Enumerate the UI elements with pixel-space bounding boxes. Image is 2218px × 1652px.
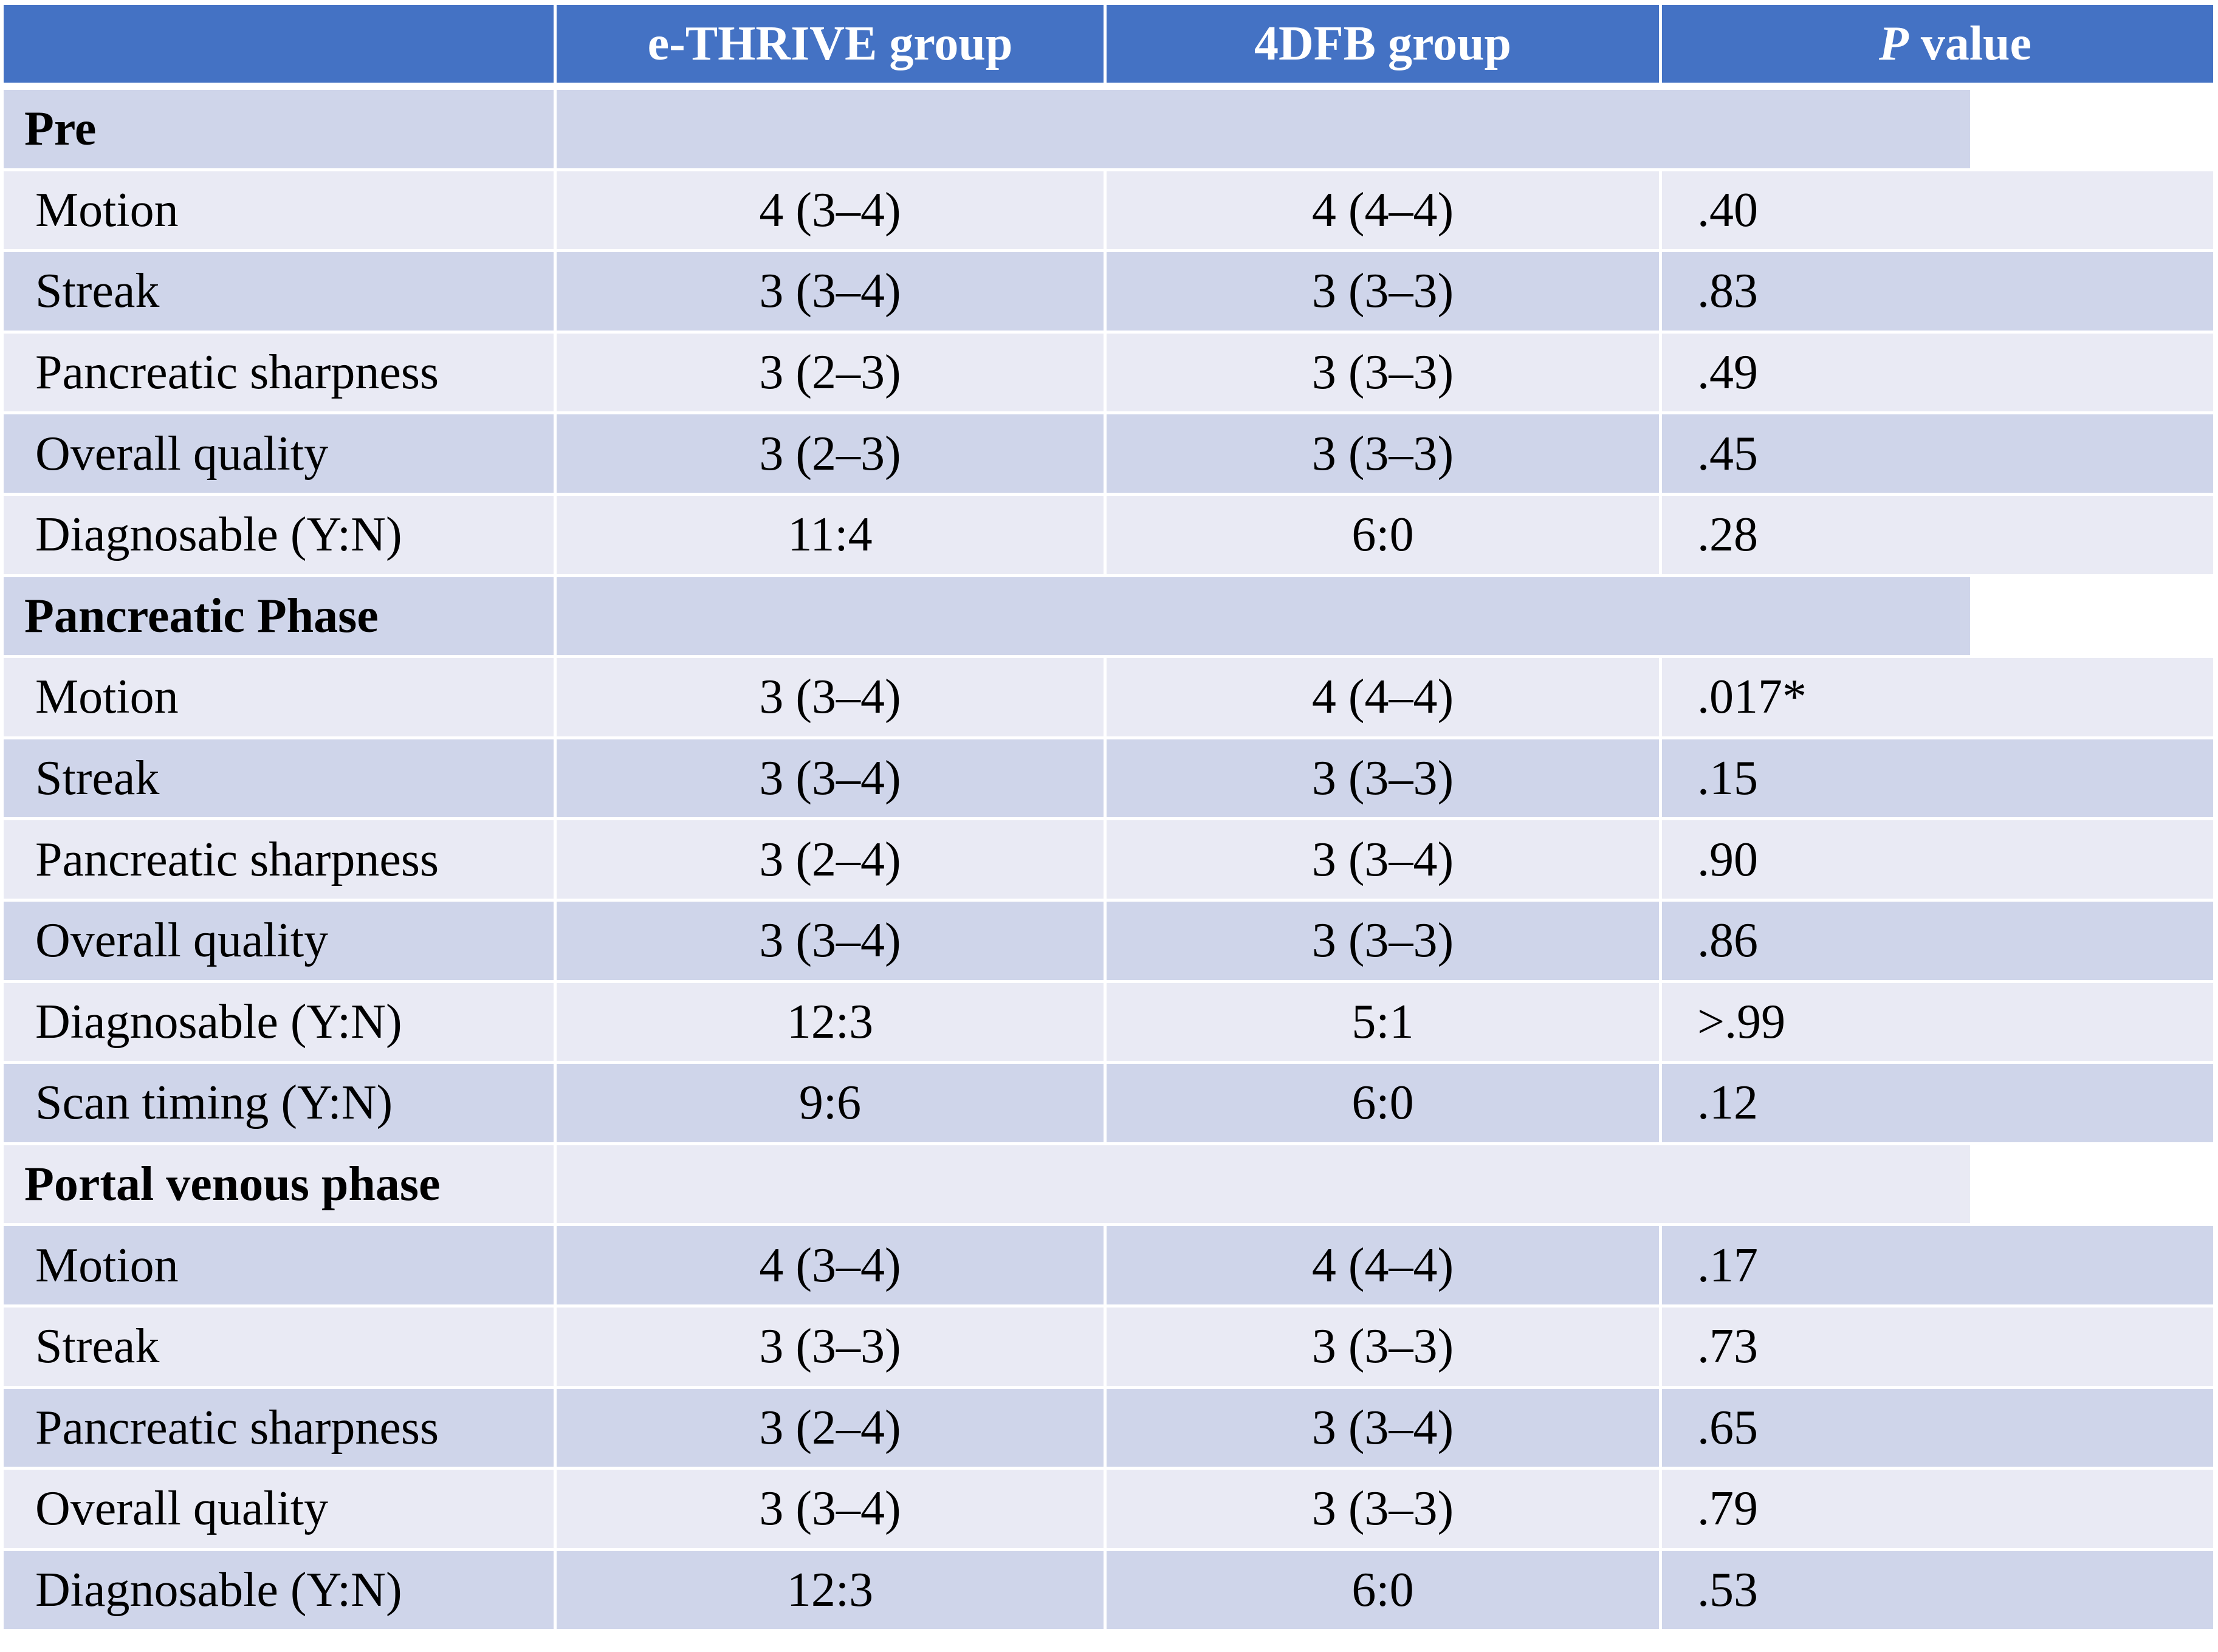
row-label: Diagnosable (Y:N) (4, 1551, 554, 1630)
table-row: Streak 3 (3–4) 3 (3–3) .15 (4, 739, 2213, 818)
dfb-value: 6:0 (1107, 1064, 1659, 1142)
ethrive-value: 3 (3–4) (557, 1470, 1104, 1548)
p-value: >.99 (1662, 982, 2213, 1061)
ethrive-value: 12:3 (557, 982, 1104, 1061)
table-row: Diagnosable (Y:N) 11:4 6:0 .28 (4, 495, 2213, 574)
row-label: Diagnosable (Y:N) (4, 982, 554, 1061)
dfb-value: 4 (4–4) (1107, 658, 1659, 736)
section-row: Pre (4, 90, 2213, 168)
p-value: .17 (1662, 1226, 2213, 1304)
table-row: Overall quality 3 (3–4) 3 (3–3) .79 (4, 1470, 2213, 1548)
table-row: Pancreatic sharpness 3 (2–4) 3 (3–4) .65 (4, 1388, 2213, 1467)
p-value: .53 (1662, 1551, 2213, 1630)
table-body: Pre Motion 4 (3–4) 4 (4–4) .40 Streak 3 … (4, 90, 2213, 1630)
ethrive-value: 3 (3–4) (557, 658, 1104, 736)
p-value: .83 (1662, 252, 2213, 331)
row-label: Scan timing (Y:N) (4, 1064, 554, 1142)
dfb-value: 3 (3–3) (1107, 739, 1659, 818)
dfb-value: 3 (3–3) (1107, 252, 1659, 331)
section-empty-cell (557, 90, 1970, 168)
row-label: Streak (4, 739, 554, 818)
ethrive-value: 3 (2–4) (557, 820, 1104, 899)
ethrive-value: 3 (2–4) (557, 1388, 1104, 1467)
section-empty-cell (557, 1145, 1970, 1224)
p-value-italic-letter: P (1878, 17, 1909, 70)
dfb-value: 3 (3–3) (1107, 901, 1659, 980)
row-label: Overall quality (4, 901, 554, 980)
section-row: Portal venous phase (4, 1145, 2213, 1224)
section-label: Portal venous phase (4, 1145, 554, 1224)
header-blank-cell (4, 5, 554, 83)
dfb-value: 3 (3–3) (1107, 1470, 1659, 1548)
dfb-value: 4 (4–4) (1107, 171, 1659, 250)
row-label: Motion (4, 1226, 554, 1304)
ethrive-value: 11:4 (557, 495, 1104, 574)
ethrive-value: 9:6 (557, 1064, 1104, 1142)
dfb-value: 3 (3–4) (1107, 820, 1659, 899)
row-label: Pancreatic sharpness (4, 1388, 554, 1467)
row-label: Pancreatic sharpness (4, 820, 554, 899)
header-p-value: P value (1662, 5, 2213, 83)
p-value-rest: value (1908, 17, 2032, 70)
p-value: .15 (1662, 739, 2213, 818)
ethrive-value: 3 (2–3) (557, 414, 1104, 493)
row-label: Motion (4, 171, 554, 250)
table-row: Motion 3 (3–4) 4 (4–4) .017* (4, 658, 2213, 736)
table-row: Pancreatic sharpness 3 (2–4) 3 (3–4) .90 (4, 820, 2213, 899)
header-ethrive-group: e-THRIVE group (557, 5, 1104, 83)
section-label: Pre (4, 90, 554, 168)
ethrive-value: 3 (3–4) (557, 901, 1104, 980)
table-row: Motion 4 (3–4) 4 (4–4) .40 (4, 171, 2213, 250)
image-quality-table: e-THRIVE group 4DFB group P value Pre Mo… (4, 5, 2213, 1630)
table-row: Streak 3 (3–3) 3 (3–3) .73 (4, 1307, 2213, 1386)
dfb-value: 6:0 (1107, 495, 1659, 574)
dfb-value: 3 (3–3) (1107, 1307, 1659, 1386)
table-row: Overall quality 3 (3–4) 3 (3–3) .86 (4, 901, 2213, 980)
p-value: .90 (1662, 820, 2213, 899)
table-row: Motion 4 (3–4) 4 (4–4) .17 (4, 1226, 2213, 1304)
p-value: .86 (1662, 901, 2213, 980)
p-value: .65 (1662, 1388, 2213, 1467)
dfb-value: 3 (3–3) (1107, 333, 1659, 412)
table-row: Pancreatic sharpness 3 (2–3) 3 (3–3) .49 (4, 333, 2213, 412)
section-empty-cell (557, 577, 1970, 656)
dfb-value: 5:1 (1107, 982, 1659, 1061)
p-value: .49 (1662, 333, 2213, 412)
section-label: Pancreatic Phase (4, 577, 554, 656)
p-value: .28 (1662, 495, 2213, 574)
row-label: Motion (4, 658, 554, 736)
p-value: .79 (1662, 1470, 2213, 1548)
row-label: Streak (4, 252, 554, 331)
p-value: .40 (1662, 171, 2213, 250)
table-row: Scan timing (Y:N) 9:6 6:0 .12 (4, 1064, 2213, 1142)
table-row: Diagnosable (Y:N) 12:3 5:1 >.99 (4, 982, 2213, 1061)
ethrive-value: 3 (3–3) (557, 1307, 1104, 1386)
header-4dfb-group: 4DFB group (1107, 5, 1659, 83)
p-value: .73 (1662, 1307, 2213, 1386)
ethrive-value: 4 (3–4) (557, 1226, 1104, 1304)
table-row: Overall quality 3 (2–3) 3 (3–3) .45 (4, 414, 2213, 493)
dfb-value: 6:0 (1107, 1551, 1659, 1630)
row-label: Overall quality (4, 1470, 554, 1548)
ethrive-value: 3 (2–3) (557, 333, 1104, 412)
row-label: Pancreatic sharpness (4, 333, 554, 412)
ethrive-value: 3 (3–4) (557, 252, 1104, 331)
section-row: Pancreatic Phase (4, 577, 2213, 656)
dfb-value: 4 (4–4) (1107, 1226, 1659, 1304)
table-row: Streak 3 (3–4) 3 (3–3) .83 (4, 252, 2213, 331)
ethrive-value: 3 (3–4) (557, 739, 1104, 818)
p-value: .45 (1662, 414, 2213, 493)
header-row: e-THRIVE group 4DFB group P value (4, 5, 2213, 83)
ethrive-value: 4 (3–4) (557, 171, 1104, 250)
row-label: Diagnosable (Y:N) (4, 495, 554, 574)
row-label: Overall quality (4, 414, 554, 493)
dfb-value: 3 (3–4) (1107, 1388, 1659, 1467)
row-label: Streak (4, 1307, 554, 1386)
dfb-value: 3 (3–3) (1107, 414, 1659, 493)
p-value: .12 (1662, 1064, 2213, 1142)
ethrive-value: 12:3 (557, 1551, 1104, 1630)
table-row: Diagnosable (Y:N) 12:3 6:0 .53 (4, 1551, 2213, 1630)
p-value: .017* (1662, 658, 2213, 736)
